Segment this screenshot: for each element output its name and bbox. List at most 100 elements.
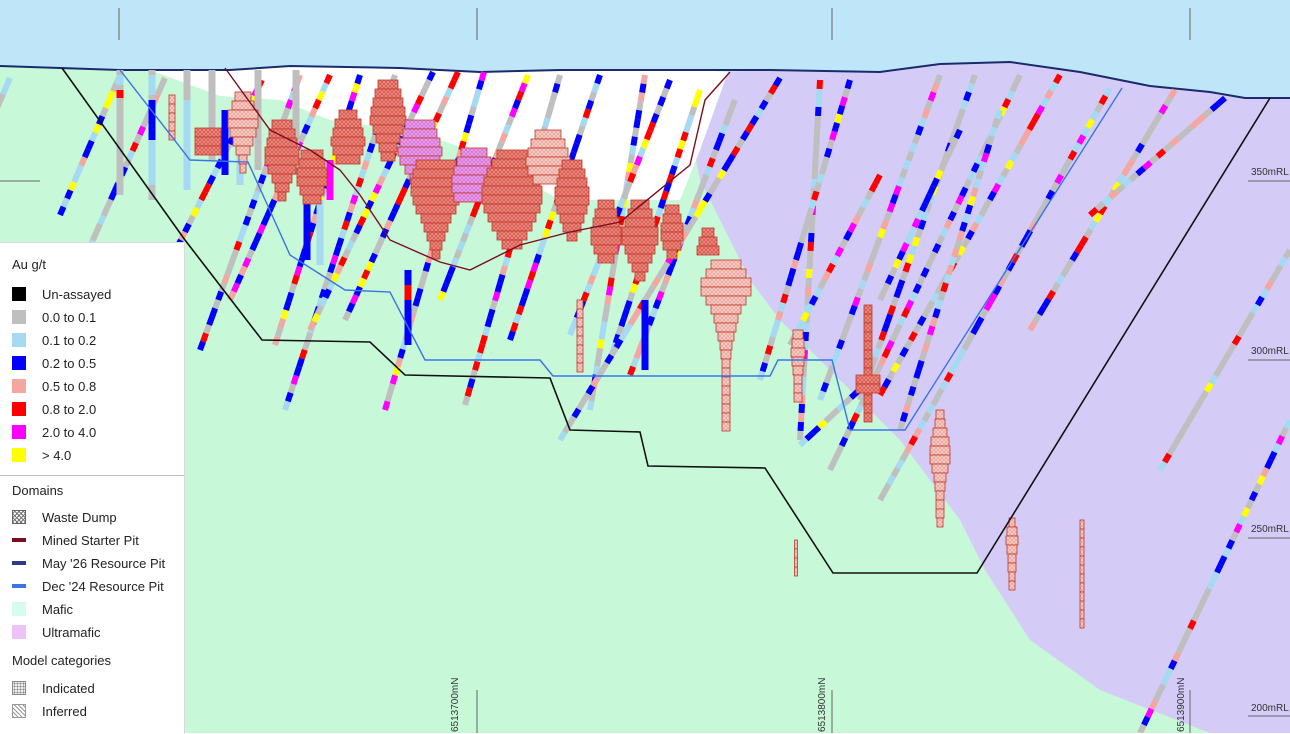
drillhole-segment: [294, 265, 303, 277]
drillhole-segment: [890, 296, 900, 307]
drillhole-segment: [912, 323, 923, 335]
ore-block: [631, 262, 649, 273]
drillhole-segment: [479, 334, 488, 346]
drillhole-segment: [1027, 221, 1038, 233]
drillhole-segment: [966, 170, 977, 182]
drillhole-segment: [754, 107, 764, 119]
grade-swatch: [12, 425, 26, 439]
drillhole-segment: [314, 304, 325, 316]
drillhole-segment: [1125, 158, 1136, 169]
drillhole-segment: [987, 190, 997, 202]
drillhole-segment: [470, 97, 480, 108]
drillhole-segment: [986, 135, 995, 146]
drillhole-segment: [685, 114, 695, 125]
drillhole-segment: [805, 207, 815, 219]
ore-block: [415, 159, 457, 170]
drillhole-segment: [904, 299, 915, 311]
drillhole-segment: [1036, 205, 1047, 217]
drillhole-segment: [957, 108, 966, 119]
ore-block: [1079, 609, 1085, 620]
drillhole-segment: [889, 331, 899, 343]
drillhole-segment: [875, 339, 885, 350]
drillhole-segment: [573, 133, 583, 145]
drillhole-segment: [462, 395, 471, 406]
drillhole-segment: [1279, 426, 1289, 438]
drillhole-segment: [394, 357, 404, 368]
ore-block: [936, 517, 944, 528]
drillhole-segment: [851, 296, 861, 307]
drillhole-segment: [1041, 297, 1052, 309]
ore-block: [194, 145, 222, 156]
drillhole-segment: [798, 412, 805, 423]
drillhole-segment: [594, 369, 605, 380]
drillhole-segment: [762, 353, 771, 364]
drillhole-segment: [544, 219, 554, 230]
drillhole-segment: [1163, 96, 1173, 108]
ore-block: [696, 245, 720, 256]
ore-block: [330, 136, 366, 147]
ore-block: [863, 412, 873, 423]
ore-block: [721, 394, 731, 405]
drillhole-segment: [969, 221, 980, 233]
drillhole-segment: [1240, 319, 1251, 331]
drillhole-segment: [954, 116, 963, 128]
drillhole-segment: [484, 317, 493, 328]
ore-block: [590, 235, 622, 246]
ore-block: [1079, 618, 1085, 629]
drillhole-segment: [473, 88, 482, 99]
drillhole-segment: [847, 222, 857, 234]
drillhole-segment: [991, 182, 1002, 194]
drillhole-segment: [363, 151, 373, 162]
drillhole-segment: [110, 82, 120, 93]
drillhole-segment: [626, 162, 634, 173]
drillhole-segment: [476, 79, 485, 91]
drillhole-segment: [674, 148, 684, 159]
block-model: [168, 79, 1085, 629]
drillhole-segment: [965, 229, 975, 241]
drillhole-segment: [950, 125, 960, 136]
drillhole-segment: [570, 316, 580, 328]
drillhole-segment: [100, 206, 110, 218]
drillhole-segment: [489, 299, 498, 311]
dec24-pit-line: [12, 584, 26, 588]
drillhole-segment: [996, 276, 1007, 288]
drillhole-segment: [494, 282, 503, 293]
drillhole-segment: [1175, 429, 1186, 441]
drillhole-segment: [939, 226, 950, 238]
drillhole-segment: [1180, 421, 1191, 433]
ore-block: [863, 403, 873, 414]
drillhole-segment: [1208, 374, 1219, 386]
drillhole-segment: [864, 262, 874, 273]
drillhole-segment: [1013, 143, 1024, 155]
drillhole-segment: [311, 312, 321, 324]
drillhole-segment: [366, 142, 376, 154]
ore-block: [794, 539, 798, 550]
ore-block: [372, 97, 404, 108]
drillhole-segment: [768, 84, 778, 95]
drillhole-segment: [346, 302, 356, 313]
drillhole-segment: [1213, 366, 1223, 378]
drillhole-segment: [1088, 206, 1099, 218]
drillhole-segment: [1189, 119, 1200, 130]
drillhole-segment: [1171, 437, 1182, 448]
ore-block: [721, 403, 731, 414]
drillhole-segment: [829, 130, 838, 141]
drillhole-segment: [1209, 101, 1221, 112]
drillhole-segment: [414, 94, 425, 106]
category-label: Indicated: [42, 680, 95, 696]
drillhole-segment: [759, 361, 769, 373]
ore-block: [863, 358, 873, 369]
ore-block: [429, 240, 443, 251]
drillhole-segment: [772, 319, 781, 330]
drillhole-segment: [554, 74, 563, 85]
rl-label-250: 250mRL: [1251, 524, 1289, 535]
drillhole-segment: [1060, 266, 1070, 278]
ore-block: [863, 304, 873, 315]
drillhole-segment: [838, 436, 849, 448]
drillhole-segment: [929, 316, 938, 328]
drillhole-segment: [651, 276, 661, 288]
drillhole-segment: [880, 219, 890, 230]
drillhole-segment: [868, 181, 879, 193]
drillhole-segment: [1137, 723, 1147, 733]
ore-block: [721, 412, 731, 423]
